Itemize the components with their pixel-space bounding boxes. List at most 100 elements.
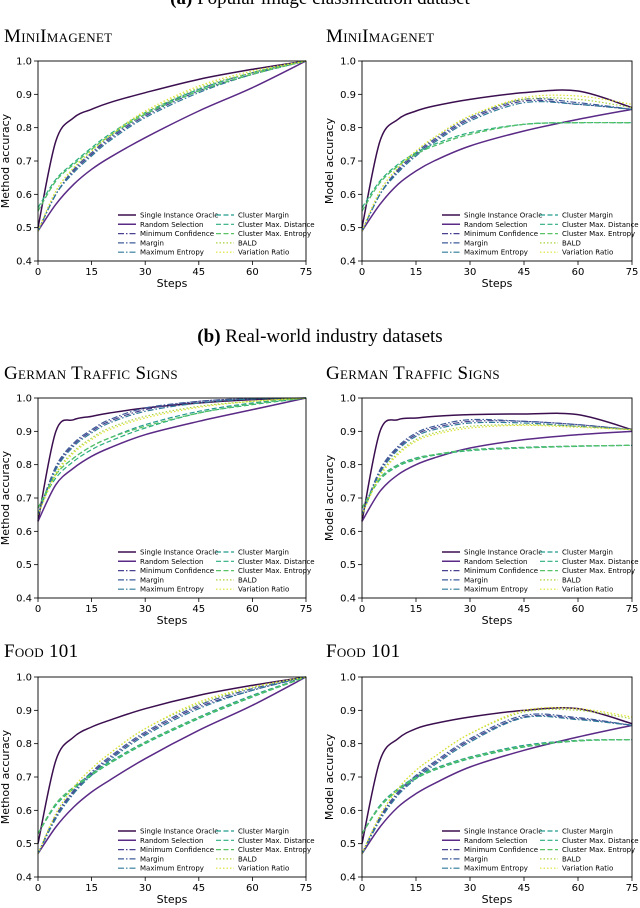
legend-label: Minimum Confidence	[140, 230, 214, 238]
legend-label: Margin	[140, 239, 164, 247]
y-tick-label: 0.8	[340, 739, 356, 750]
x-tick-label: 45	[518, 883, 531, 894]
legend-label: Cluster Max. Distance	[562, 221, 639, 229]
x-axis-label: Steps	[482, 893, 513, 906]
y-tick-label: 0.4	[340, 873, 356, 884]
x-tick-label: 75	[626, 883, 639, 894]
y-tick-label: 0.8	[16, 123, 32, 134]
y-tick-label: 0.5	[16, 560, 32, 571]
y-tick-label: 1.0	[340, 394, 356, 405]
y-tick-label: 0.8	[16, 739, 32, 750]
series-line	[361, 444, 633, 509]
legend-label: Single Instance Oracle	[464, 828, 543, 836]
series-line	[37, 60, 307, 228]
legend-label: BALD	[238, 239, 257, 247]
y-tick-label: 0.6	[340, 190, 356, 201]
y-axis-label: Model accuracy	[323, 733, 336, 820]
y-axis-label: Model accuracy	[323, 117, 336, 204]
series-line	[361, 430, 633, 522]
legend-label: Margin	[140, 576, 164, 584]
legend-label: Cluster Margin	[238, 549, 289, 557]
x-tick-label: 60	[246, 267, 259, 278]
legend-label: Random Selection	[140, 837, 203, 845]
series-line	[361, 444, 633, 509]
series-line	[37, 60, 307, 232]
legend-label: Maximum Entropy	[464, 249, 528, 257]
chart-panel-5: 0 15 30 45 60 75 0.4 0.5 0.6 0.7 0.8 0.9 1.0 Steps Met…	[0, 673, 315, 907]
legend-label: Random Selection	[140, 558, 203, 566]
legend-label: Cluster Max. Distance	[238, 837, 315, 845]
series-line	[361, 418, 633, 515]
y-axis-label: Method accuracy	[0, 450, 12, 545]
x-tick-label: 60	[246, 604, 259, 615]
x-tick-label: 30	[464, 267, 477, 278]
series-line	[37, 60, 307, 212]
series-line	[37, 397, 307, 515]
x-tick-label: 45	[192, 604, 205, 615]
legend-label: Cluster Margin	[562, 212, 613, 220]
x-tick-label: 15	[85, 267, 98, 278]
series-line	[361, 424, 633, 515]
series-line	[361, 421, 633, 515]
x-tick-label: 15	[410, 604, 423, 615]
series-line	[37, 676, 307, 834]
legend-label: Cluster Max. Entropy	[562, 846, 635, 854]
series-line	[37, 676, 307, 854]
legend-label: Minimum Confidence	[464, 846, 538, 854]
legend-label: Cluster Margin	[562, 828, 613, 836]
series-line	[361, 420, 633, 515]
series-line	[37, 397, 307, 515]
legend-label: Variation Ratio	[562, 586, 613, 594]
series-line	[37, 676, 307, 855]
y-tick-label: 0.9	[340, 427, 356, 438]
y-tick-label: 0.6	[340, 806, 356, 817]
legend-label: Single Instance Oracle	[464, 549, 543, 557]
legend-label: Cluster Margin	[238, 828, 289, 836]
panel-title-2: MiniImagenet	[326, 26, 435, 47]
y-tick-label: 0.7	[16, 494, 32, 505]
chart-panel-2: 0 15 30 45 60 75 0.4 0.5 0.6 0.7 0.8 0.9 1.0 Steps Mod…	[323, 57, 639, 291]
legend-label: Cluster Max. Distance	[562, 558, 639, 566]
x-tick-label: 45	[518, 267, 531, 278]
series-line	[361, 724, 633, 855]
legend-label: BALD	[238, 855, 257, 863]
legend-label: Maximum Entropy	[464, 865, 528, 873]
y-tick-label: 0.5	[340, 839, 356, 850]
x-tick-label: 0	[35, 883, 41, 894]
series-line	[361, 89, 633, 228]
legend-label: Minimum Confidence	[140, 567, 214, 575]
legend-label: Variation Ratio	[238, 249, 289, 257]
chart-panel-3: 0 15 30 45 60 75 0.4 0.5 0.6 0.7 0.8 0.9 1.0 Steps Met…	[0, 394, 315, 628]
x-tick-label: 30	[139, 267, 152, 278]
series-line	[37, 397, 307, 515]
x-tick-label: 0	[359, 604, 365, 615]
y-tick-label: 0.6	[16, 190, 32, 201]
legend-label: BALD	[562, 576, 581, 584]
legend-label: Cluster Max. Distance	[238, 558, 315, 566]
legend-label: Minimum Confidence	[464, 567, 538, 575]
series-line	[37, 676, 307, 854]
chart-panel-4: 0 15 30 45 60 75 0.4 0.5 0.6 0.7 0.8 0.9 1.0 Steps Mod…	[323, 394, 639, 628]
legend-label: Margin	[464, 855, 488, 863]
y-tick-label: 0.7	[340, 494, 356, 505]
legend-label: Variation Ratio	[238, 865, 289, 873]
x-axis-label: Steps	[482, 277, 513, 290]
legend-label: Minimum Confidence	[140, 846, 214, 854]
x-tick-label: 0	[359, 883, 365, 894]
legend-label: Random Selection	[464, 558, 527, 566]
y-tick-label: 0.9	[16, 90, 32, 101]
x-tick-label: 30	[139, 883, 152, 894]
x-tick-label: 0	[359, 267, 365, 278]
y-tick-label: 0.4	[16, 873, 32, 884]
y-axis-label: Model accuracy	[323, 454, 336, 541]
legend-label: Single Instance Oracle	[464, 212, 543, 220]
series-line	[361, 424, 633, 515]
y-tick-label: 1.0	[16, 394, 32, 405]
legend-label: BALD	[562, 855, 581, 863]
x-tick-label: 60	[246, 883, 259, 894]
y-tick-label: 0.4	[340, 594, 356, 605]
legend-label: Cluster Max. Entropy	[238, 230, 311, 238]
legend-label: Cluster Margin	[562, 549, 613, 557]
series-line	[37, 676, 307, 854]
legend-label: Variation Ratio	[562, 865, 613, 873]
